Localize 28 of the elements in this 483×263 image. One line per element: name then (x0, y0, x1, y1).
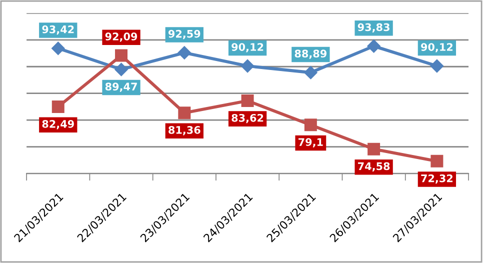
point (368, 142, 380, 156)
data-label: 74,58 (358, 162, 390, 172)
point (430, 59, 444, 73)
data-label: 83,62 (232, 114, 264, 124)
data-label: 81,36 (168, 126, 200, 136)
data-label: 93,83 (358, 23, 390, 32)
data-label: 72,32 (421, 174, 453, 184)
point (240, 59, 254, 73)
point (115, 49, 128, 62)
point (114, 62, 128, 76)
point (52, 100, 64, 114)
point (241, 94, 254, 107)
data-label: 93,42 (42, 25, 74, 35)
data-label: 90,12 (232, 43, 264, 52)
data-label: 79,1 (298, 138, 323, 148)
point (430, 154, 444, 168)
data-label: 92,59 (168, 30, 200, 40)
point (52, 42, 65, 55)
data-label: 88,89 (294, 50, 326, 59)
data-label: 82,49 (42, 120, 74, 130)
point (178, 106, 191, 120)
data-label: 90,12 (421, 43, 453, 52)
point (367, 40, 380, 53)
point (178, 46, 191, 60)
point (304, 118, 317, 132)
data-label: 89,47 (105, 82, 137, 92)
point (304, 66, 318, 80)
data-label: 92,09 (105, 32, 138, 42)
